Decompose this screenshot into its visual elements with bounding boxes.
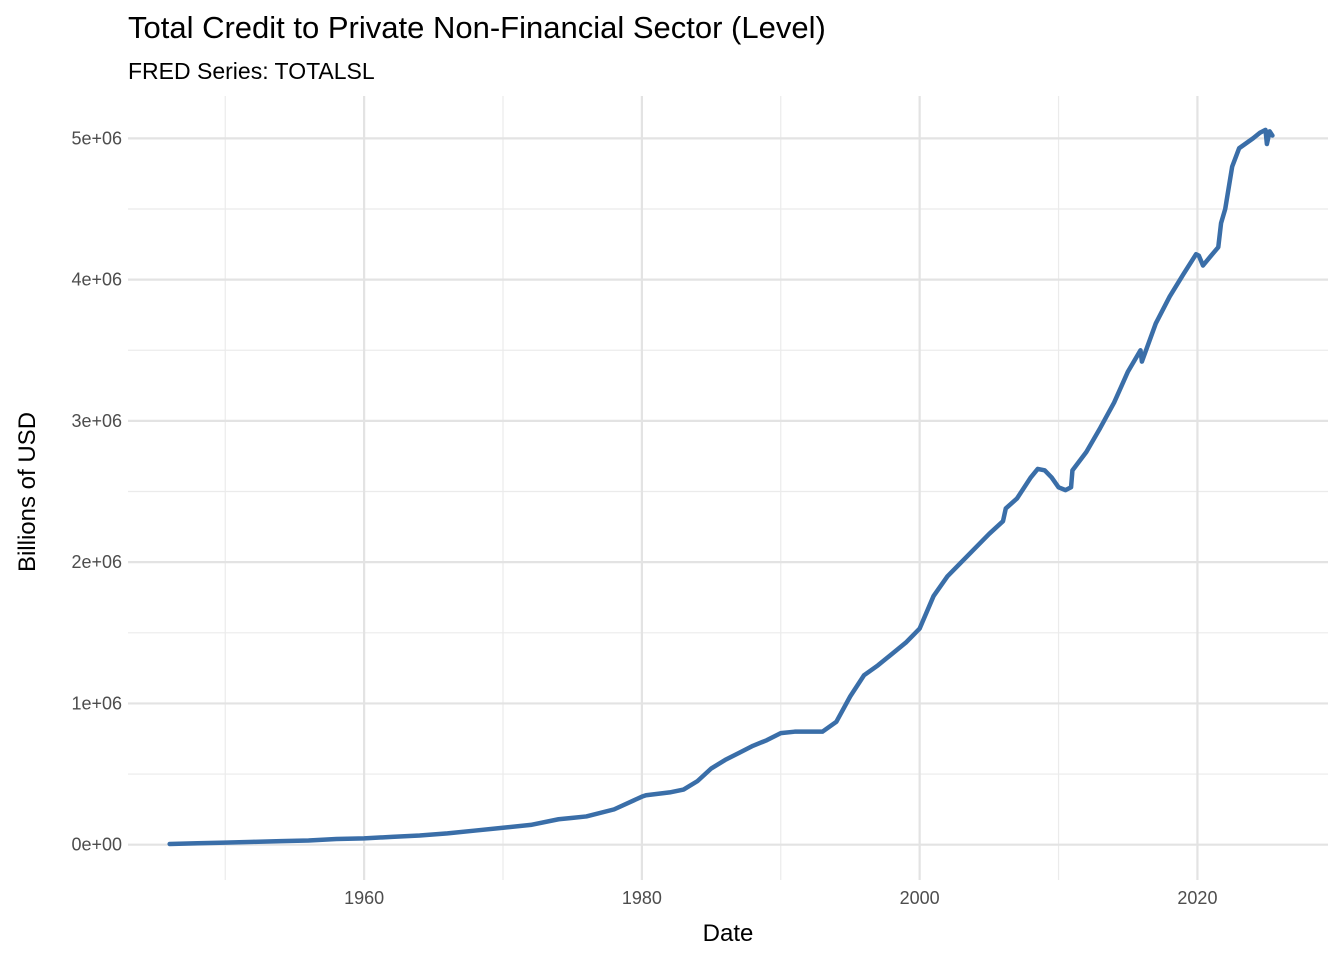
- major-gridlines: [128, 96, 1328, 880]
- series-line-totalsl: [167, 127, 1275, 847]
- y-tick-label: 0e+00: [71, 835, 122, 855]
- y-tick-label: 3e+06: [71, 411, 122, 431]
- y-axis-tick-labels: 0e+00 1e+06 2e+06 3e+06 4e+06 5e+06: [71, 128, 122, 854]
- series-layer: [167, 127, 1275, 847]
- x-tick-label: 1980: [622, 888, 662, 908]
- minor-gridlines: [128, 96, 1328, 880]
- y-tick-label: 2e+06: [71, 552, 122, 572]
- y-tick-label: 4e+06: [71, 270, 122, 290]
- x-tick-label: 2000: [900, 888, 940, 908]
- x-tick-label: 2020: [1177, 888, 1217, 908]
- x-tick-label: 1960: [344, 888, 384, 908]
- chart-subtitle: FRED Series: TOTALSL: [128, 58, 375, 84]
- x-axis-title: Date: [703, 920, 754, 947]
- y-tick-label: 1e+06: [71, 693, 122, 713]
- x-axis-tick-labels: 1960 1980 2000 2020: [344, 888, 1217, 908]
- chart-title: Total Credit to Private Non-Financial Se…: [128, 10, 826, 45]
- y-tick-label: 5e+06: [71, 128, 122, 148]
- y-axis-title: Billions of USD: [14, 412, 41, 572]
